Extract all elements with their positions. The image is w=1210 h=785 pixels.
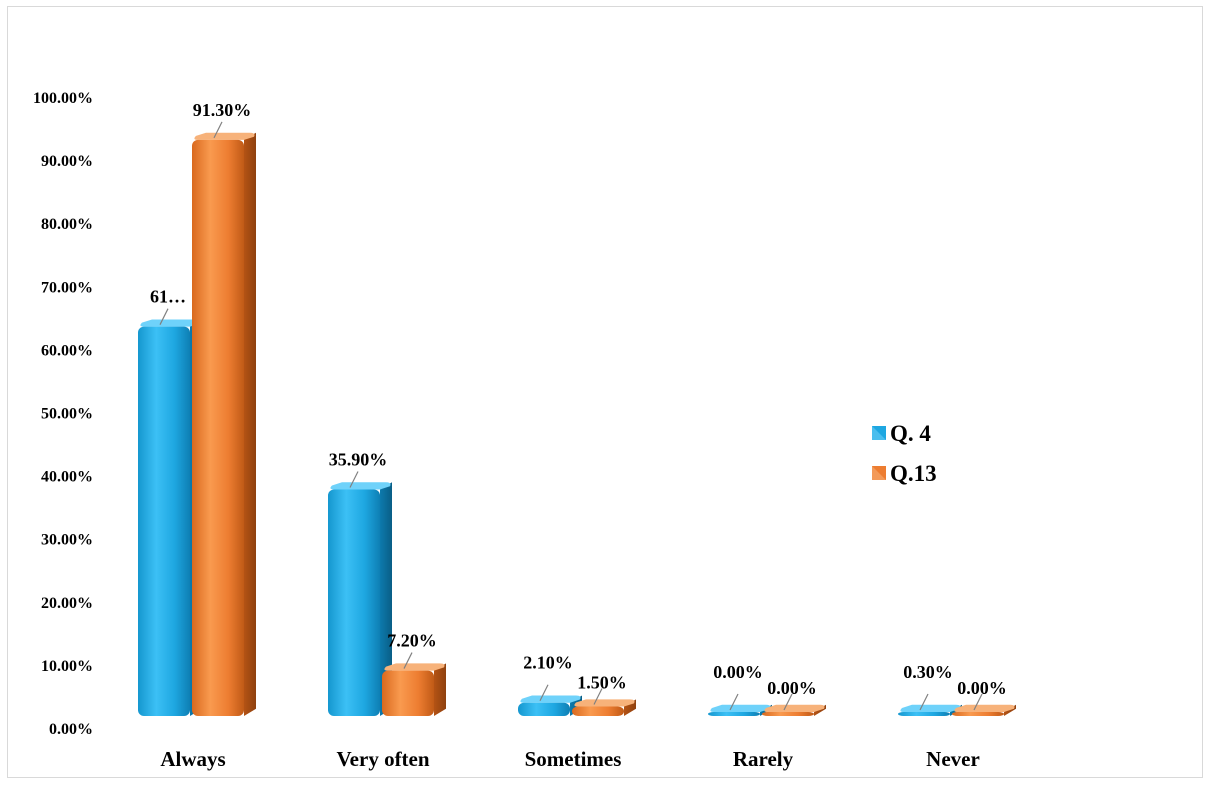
- y-tick-label: 100.00%: [33, 90, 93, 107]
- data-label: 2.10%: [523, 653, 573, 673]
- bars-layer: [138, 132, 1016, 717]
- legend: Q. 4 Q.13: [872, 421, 937, 486]
- leader-line: [159, 308, 169, 325]
- legend-item-q4: Q. 4: [872, 421, 931, 446]
- y-tick-label: 30.00%: [41, 532, 93, 549]
- x-tick-label: Always: [160, 747, 225, 771]
- legend-label: Q. 4: [890, 421, 931, 446]
- leader-line: [403, 652, 413, 669]
- leader-line: [973, 693, 983, 711]
- leader-line: [919, 693, 929, 711]
- data-labels-layer: 61…91.30%35.90%7.20%2.10%1.50%0.00%0.00%…: [150, 100, 1007, 711]
- y-tick-label: 80.00%: [41, 216, 93, 233]
- data-label: 0.00%: [767, 678, 817, 698]
- data-label: 0.00%: [713, 662, 763, 682]
- data-label: 0.00%: [957, 678, 1007, 698]
- y-tick-label: 10.00%: [41, 658, 93, 675]
- y-tick-label: 60.00%: [41, 342, 93, 359]
- leader-line: [729, 693, 739, 711]
- data-label: 35.90%: [329, 449, 388, 469]
- y-tick-label: 20.00%: [41, 595, 93, 612]
- y-tick-label: 90.00%: [41, 153, 93, 170]
- bar-q13-never: [952, 704, 1016, 716]
- bar-q4-very-often: [328, 482, 392, 716]
- x-tick-label: Very often: [336, 747, 429, 771]
- bar-q13-always: [192, 132, 256, 717]
- leader-line: [593, 688, 603, 705]
- bar-q13-very-often: [382, 663, 446, 716]
- data-label: 61…: [150, 287, 186, 307]
- legend-label: Q.13: [890, 461, 937, 486]
- bar-q13-rarely: [762, 704, 826, 716]
- data-label: 7.20%: [387, 631, 437, 651]
- y-tick-label: 40.00%: [41, 469, 93, 486]
- leader-line: [349, 471, 359, 488]
- data-label: 91.30%: [193, 100, 252, 120]
- y-tick-label: 70.00%: [41, 279, 93, 296]
- leader-line: [539, 684, 549, 702]
- leader-line: [213, 121, 223, 139]
- x-tick-label: Rarely: [733, 747, 794, 771]
- y-axis: 0.00% 10.00% 20.00% 30.00% 40.00% 50.00% 60.00…: [33, 90, 93, 738]
- legend-item-q13: Q.13: [872, 461, 937, 486]
- leader-line: [783, 693, 793, 711]
- x-tick-label: Sometimes: [525, 747, 622, 771]
- y-tick-label: 50.00%: [41, 406, 93, 423]
- bar-q13-sometimes: [572, 699, 636, 716]
- data-label: 1.50%: [577, 673, 627, 693]
- x-axis: Always Very often Sometimes Rarely Never: [160, 747, 979, 771]
- x-tick-label: Never: [926, 747, 980, 771]
- y-tick-label: 0.00%: [49, 721, 93, 738]
- data-label: 0.30%: [903, 662, 953, 682]
